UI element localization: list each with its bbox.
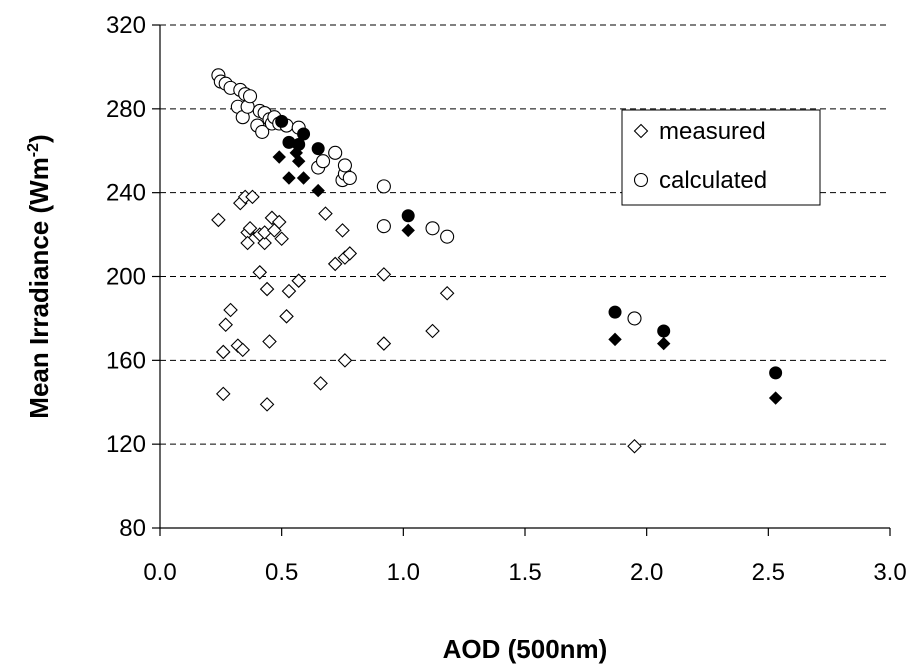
hollow-circle-point — [343, 171, 356, 184]
legend-label-measured: measured — [659, 118, 766, 145]
solid-circle-point — [402, 210, 414, 222]
hollow-diamond-point — [336, 224, 349, 237]
solid-diamond-point — [312, 185, 324, 197]
y-tick-label: 280 — [106, 96, 146, 123]
x-tick-label: 0.0 — [143, 559, 176, 586]
solid-circle-point — [312, 143, 324, 155]
x-tick-label: 3.0 — [873, 559, 906, 586]
hollow-circle-point — [426, 222, 439, 235]
solid-diamond-point — [770, 392, 782, 404]
hollow-diamond-point — [441, 287, 454, 300]
solid-diamond-point — [609, 333, 621, 345]
hollow-diamond-point — [212, 213, 225, 226]
solid-circle-point — [298, 128, 310, 140]
x-tick-label: 2.5 — [752, 559, 785, 586]
y-axis-title-end: ) — [24, 134, 54, 143]
hollow-diamond-point — [282, 285, 295, 298]
hollow-circle-point — [377, 180, 390, 193]
y-tick-label: 240 — [106, 180, 146, 207]
hollow-diamond-point — [261, 283, 274, 296]
hollow-diamond-point — [219, 318, 232, 331]
hollow-diamond-point — [377, 337, 390, 350]
y-axis-title-superscript: -2 — [25, 143, 42, 157]
solid-diamond-point — [402, 224, 414, 236]
legend-label-calculated: calculated — [659, 167, 767, 194]
x-tick-label: 1.0 — [387, 559, 420, 586]
solid-circle-point — [609, 306, 621, 318]
solid-diamond-point — [298, 172, 310, 184]
solid-diamond-point — [283, 172, 295, 184]
y-tick-label: 320 — [106, 12, 146, 39]
x-tick-label: 0.5 — [265, 559, 298, 586]
hollow-circle-point — [317, 155, 330, 168]
hollow-diamond-point — [246, 190, 259, 203]
hollow-circle-point — [338, 159, 351, 172]
hollow-diamond-point — [628, 440, 641, 453]
hollow-diamond-point — [263, 335, 276, 348]
solid-diamond-point — [658, 338, 670, 350]
hollow-diamond-point — [426, 324, 439, 337]
hollow-circle-point — [377, 220, 390, 233]
hollow-diamond-point — [217, 387, 230, 400]
hollow-diamond-point — [338, 354, 351, 367]
solid-diamond-point — [273, 151, 285, 163]
hollow-diamond-point — [377, 268, 390, 281]
y-tick-label: 160 — [106, 347, 146, 374]
solid-circle-point — [770, 367, 782, 379]
hollow-diamond-point — [217, 345, 230, 358]
hollow-circle-point — [244, 90, 257, 103]
solid-circle-point — [276, 115, 288, 127]
x-tick-label: 2.0 — [630, 559, 663, 586]
hollow-circle-point — [441, 230, 454, 243]
hollow-diamond-point — [319, 207, 332, 220]
x-axis-title: AOD (500nm) — [443, 634, 608, 664]
hollow-diamond-point — [241, 236, 254, 249]
y-axis-title-main: Mean Irradiance (Wm — [24, 157, 54, 419]
y-tick-label: 120 — [106, 431, 146, 458]
x-tick-label: 1.5 — [508, 559, 541, 586]
legend-marker-calculated — [635, 174, 648, 187]
hollow-diamond-point — [280, 310, 293, 323]
hollow-diamond-point — [314, 377, 327, 390]
hollow-diamond-point — [261, 398, 274, 411]
y-tick-label: 200 — [106, 264, 146, 291]
y-axis-title: Mean Irradiance (Wm-2) — [24, 134, 54, 418]
hollow-circle-point — [329, 146, 342, 159]
solid-circle-point — [658, 325, 670, 337]
hollow-circle-point — [628, 312, 641, 325]
legend: measured calculated — [622, 110, 820, 205]
y-tick-label: 80 — [119, 515, 146, 542]
hollow-diamond-point — [224, 304, 237, 317]
tick-labels: 80 120 160 200 240 280 320 0.0 0.5 1.0 1.5 2.0 2.5 3.… — [106, 12, 907, 586]
